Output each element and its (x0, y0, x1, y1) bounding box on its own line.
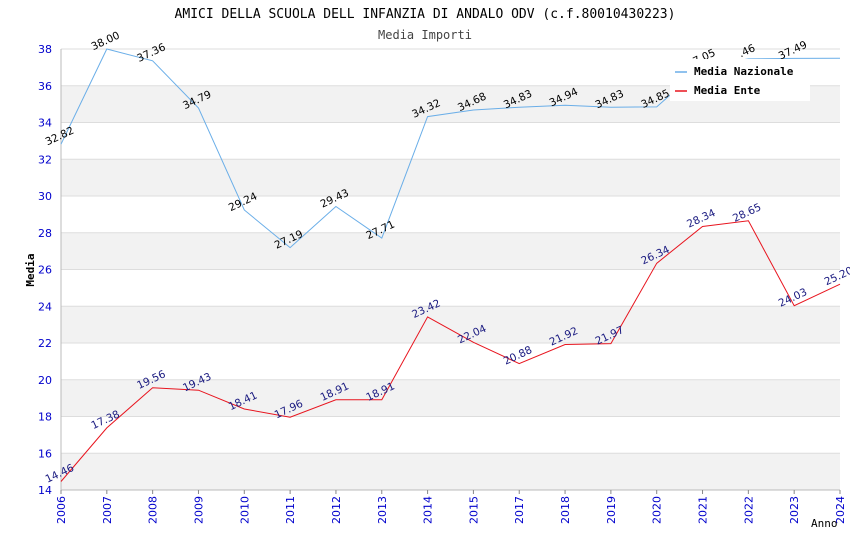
legend: Media Nazionale Media Ente (670, 59, 810, 101)
y-tick-label: 24 (38, 300, 52, 313)
x-tick-label: 2013 (376, 496, 389, 524)
chart-subtitle: Media Importi (378, 28, 472, 42)
y-axis-label: Media (24, 253, 37, 286)
x-tick-label: 2006 (55, 496, 68, 524)
grid-band (61, 159, 840, 196)
x-tick-label: 2011 (284, 496, 297, 524)
x-tick-label: 2020 (651, 496, 664, 524)
x-tick-label: 2008 (147, 496, 160, 524)
y-tick-label: 32 (38, 153, 52, 166)
grid-band (61, 306, 840, 343)
y-tick-label: 18 (38, 411, 52, 424)
x-tick-label: 2017 (513, 496, 526, 524)
y-tick-label: 22 (38, 337, 52, 350)
y-tick-label: 28 (38, 227, 52, 240)
x-tick-label: 2009 (192, 496, 205, 524)
y-tick-label: 16 (38, 447, 52, 460)
y-tick-label: 36 (38, 80, 52, 93)
x-tick-label: 2018 (559, 496, 572, 524)
y-axis-ticks: 14 16 18 20 22 24 26 28 30 32 34 36 38 (38, 43, 52, 497)
x-tick-label: 2007 (101, 496, 114, 524)
x-tick-label: 2014 (422, 496, 435, 524)
grid-band (61, 379, 840, 417)
y-tick-label: 14 (38, 484, 52, 497)
y-tick-label: 26 (38, 264, 52, 277)
grid-band (61, 232, 840, 270)
y-tick-label: 20 (38, 374, 52, 387)
grid-band (61, 453, 840, 490)
x-axis-ticks: 2006 2007 2008 2009 2010 2011 2012 2013 2014 2015… (55, 490, 847, 524)
legend-label-media-ente: Media Ente (694, 84, 761, 97)
y-tick-label: 34 (38, 117, 52, 130)
x-tick-label: 2019 (605, 496, 618, 524)
chart-title: AMICI DELLA SCUOLA DELL INFANZIA DI ANDA… (175, 7, 676, 22)
y-tick-label: 30 (38, 190, 52, 203)
x-tick-label: 2010 (238, 496, 251, 524)
x-tick-label: 2022 (742, 496, 755, 524)
x-tick-label: 2023 (788, 496, 801, 524)
y-tick-label: 38 (38, 43, 52, 56)
x-tick-label: 2012 (330, 496, 343, 524)
legend-label-media-nazionale: Media Nazionale (694, 65, 794, 78)
x-tick-label: 2024 (834, 496, 847, 524)
series-line-media-ente (60, 220, 841, 482)
legend-box (670, 59, 810, 101)
x-axis-label: Anno (811, 517, 838, 530)
x-tick-label: 2015 (467, 496, 480, 524)
x-tick-label: 2021 (697, 496, 710, 524)
grid-lines (60, 48, 840, 491)
